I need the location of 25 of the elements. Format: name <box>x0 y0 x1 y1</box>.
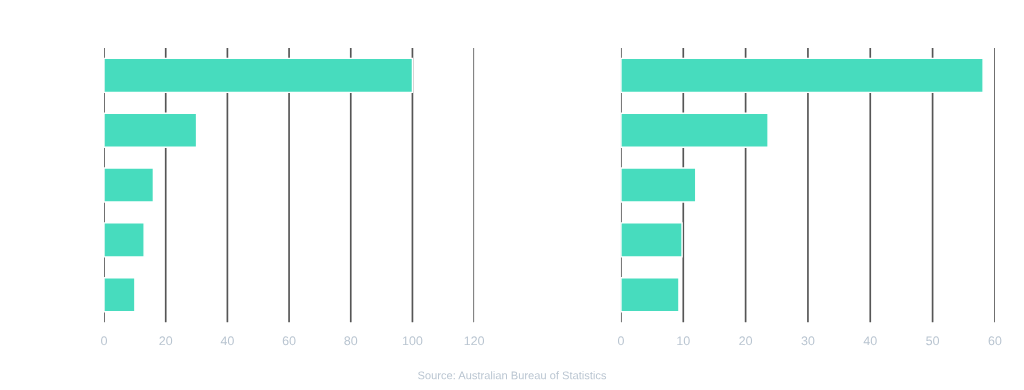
x-tick-label: 30 <box>801 336 815 346</box>
x-tick-label: 60 <box>988 336 1002 346</box>
bar <box>620 277 680 313</box>
bar <box>104 112 198 148</box>
x-tick-label: 20 <box>159 336 173 346</box>
x-tick-label: 40 <box>220 336 234 346</box>
bar <box>104 222 145 258</box>
source-note: Source: Australian Bureau of Statistics <box>418 371 607 380</box>
bar <box>104 57 414 94</box>
x-tick-label: 20 <box>739 336 753 346</box>
x-tick-label: 60 <box>282 336 296 346</box>
x-tick-label: 100 <box>402 336 423 346</box>
x-tick-label: 0 <box>617 336 624 346</box>
x-tick-label: 0 <box>101 336 108 346</box>
x-tick-label: 80 <box>344 336 358 346</box>
x-tick-label: 50 <box>926 336 940 346</box>
bar <box>620 112 769 148</box>
bar <box>104 167 155 203</box>
bar <box>620 222 683 258</box>
bar <box>620 57 984 94</box>
x-tick-label: 40 <box>863 336 877 346</box>
x-tick-label: 10 <box>677 336 690 346</box>
x-tick-label: 120 <box>464 336 485 346</box>
bar <box>620 167 697 203</box>
bar <box>104 277 136 313</box>
